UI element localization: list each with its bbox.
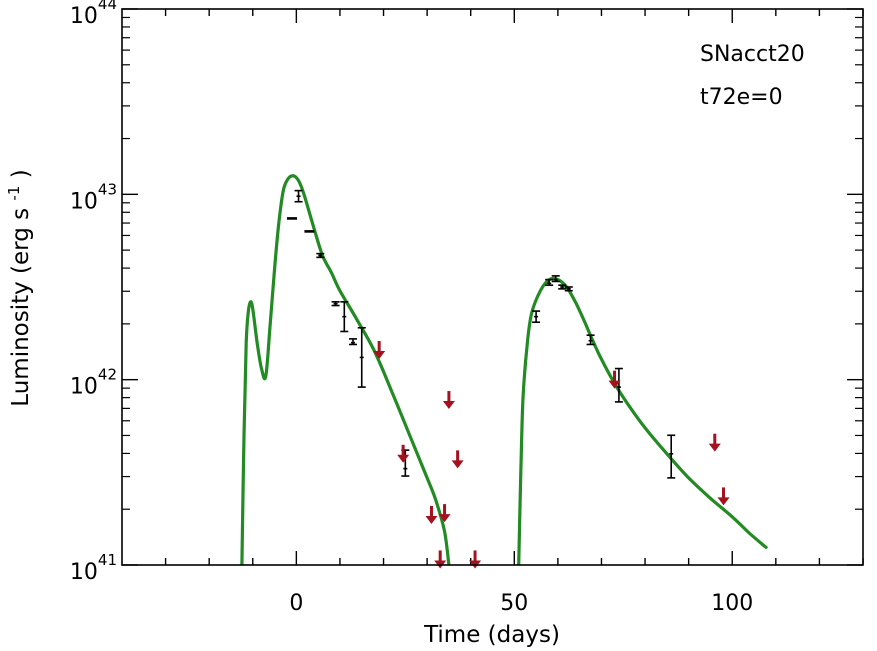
y-axis-label: Luminosity (erg s -1 ) <box>0 169 34 406</box>
observation-point <box>316 252 325 259</box>
y-axis-label-sup: -1 <box>5 186 23 201</box>
upper-limit-arrow <box>438 504 451 523</box>
upper-limit-arrow <box>708 433 721 452</box>
y-tick-label: 1043 <box>70 180 117 214</box>
observation-point <box>558 284 567 290</box>
legend-label-snacct20: SNacct20 <box>700 42 805 67</box>
x-tick-label: 100 <box>711 591 753 616</box>
upper-limit-arrow <box>373 341 386 360</box>
upper-limit-arrow <box>451 450 464 469</box>
x-tick-label: 50 <box>500 591 528 616</box>
observation-point <box>331 301 340 307</box>
observation-point <box>532 310 541 324</box>
y-tick-label: 1041 <box>70 551 117 585</box>
data-layer <box>240 174 769 569</box>
observation-point <box>357 326 366 388</box>
y-tick-label: 1044 <box>70 0 117 29</box>
x-axis-label: Time (days) <box>423 622 560 648</box>
upper-limit-arrow <box>717 487 730 506</box>
observation-point <box>545 278 554 286</box>
plot-frame <box>121 8 864 566</box>
y-tick-label: 1042 <box>70 366 117 400</box>
observation-point <box>614 367 623 403</box>
model-curve-segment <box>517 276 769 566</box>
x-tick-label: 0 <box>289 591 303 616</box>
observation-point <box>667 434 676 479</box>
observation-point <box>586 334 595 346</box>
observation-point <box>340 301 349 333</box>
model-curve-segment <box>240 174 451 566</box>
observation-point <box>294 189 303 203</box>
observation-point <box>564 286 573 292</box>
axis-ticks <box>122 8 864 566</box>
observation-point <box>349 338 358 346</box>
y-axis-label-text: Luminosity (erg s <box>8 208 34 407</box>
upper-limit-arrow <box>397 444 410 463</box>
legend-label-t72e0: t72e=0 <box>700 85 783 110</box>
observation-point <box>551 275 560 283</box>
upper-limit-arrow <box>442 391 455 410</box>
y-axis-label-close: ) <box>8 169 34 178</box>
upper-limit-arrow <box>425 505 438 524</box>
upper-limit-arrow <box>608 370 621 389</box>
